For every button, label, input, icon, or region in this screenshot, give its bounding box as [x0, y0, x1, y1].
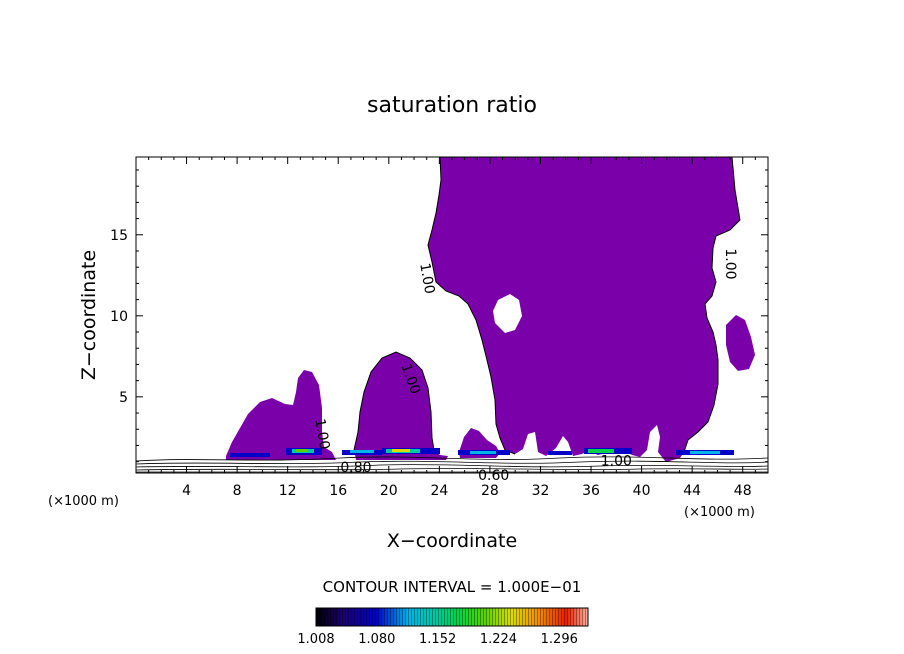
supersaturated-region-right [726, 315, 755, 371]
hole-region [493, 294, 522, 333]
contour-label: 1.00 [722, 248, 738, 279]
contour-label: 1.00 [311, 417, 332, 450]
contour-1.00-outline [427, 157, 516, 455]
colorbar-stripes [316, 608, 588, 626]
contour-label: 0.60 [478, 468, 509, 484]
colorbar-frame [315, 607, 589, 627]
colorbar-tick-label: 1.080 [358, 632, 395, 647]
supersaturated-region-left [226, 370, 336, 460]
x-tick-label: 36 [582, 483, 600, 499]
x-unit-right: (×1000 m) [684, 505, 755, 520]
x-tick-label: 8 [233, 483, 242, 499]
contour-label: 0.80 [340, 460, 371, 476]
x-unit-left: (×1000 m) [48, 494, 119, 509]
contour-interval: CONTOUR INTERVAL = 1.000E−01 [323, 578, 582, 596]
colorbar-tick-label: 1.224 [480, 632, 517, 647]
y-tick-label: 15 [110, 228, 128, 244]
colorbar-tick-label: 1.152 [419, 632, 456, 647]
x-tick-label: 32 [532, 483, 550, 499]
y-tick-label: 5 [119, 390, 128, 406]
colorbar-tick-label: 1.296 [541, 632, 578, 647]
supersaturated-region-large [428, 157, 740, 462]
y-tick-label: 10 [110, 309, 128, 325]
chart-title: saturation ratio [367, 93, 537, 118]
x-tick-label: 12 [279, 483, 297, 499]
colorbar: 1.008 1.080 1.152 1.224 1.296 [297, 607, 589, 647]
contour-1.00-outline-mid [353, 351, 435, 451]
colorbar-ticks: 1.008 1.080 1.152 1.224 1.296 [297, 632, 577, 647]
x-tick-label: 28 [481, 483, 499, 499]
plot-area [136, 157, 768, 473]
x-axis: 4 8 12 16 20 24 28 32 36 40 44 48 [148, 157, 756, 499]
contour-label: 1.00 [601, 454, 632, 470]
y-axis-label: Z−coordinate [78, 250, 100, 380]
x-tick-label: 48 [734, 483, 752, 499]
x-tick-label: 20 [380, 483, 398, 499]
near-surface-bands [230, 448, 734, 457]
contour-label: 1.00 [416, 262, 437, 295]
x-tick-label: 40 [633, 483, 651, 499]
x-tick-label: 24 [430, 483, 448, 499]
x-tick-label: 16 [329, 483, 347, 499]
x-tick-label: 4 [182, 483, 191, 499]
y-axis: 5 10 15 [110, 169, 768, 463]
colorbar-tick-label: 1.008 [297, 632, 334, 647]
contour-1.00-outline-right [683, 157, 741, 453]
x-axis-label: X−coordinate [387, 530, 517, 552]
x-tick-label: 44 [683, 483, 701, 499]
